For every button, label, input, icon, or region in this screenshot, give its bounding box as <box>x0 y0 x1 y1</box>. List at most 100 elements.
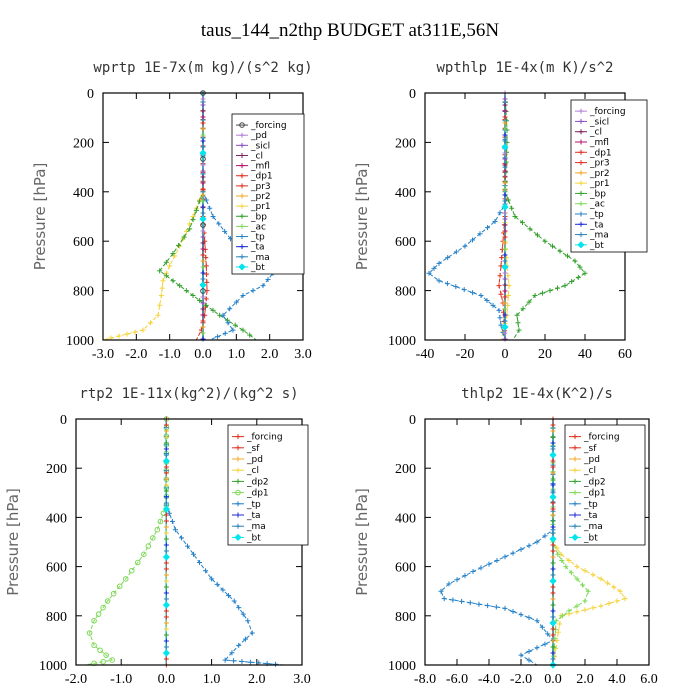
series-marker <box>200 252 206 258</box>
legend-label: _ta <box>246 511 261 521</box>
series-marker <box>163 542 169 548</box>
legend-swatch-marker <box>578 180 584 186</box>
series-marker <box>549 619 557 627</box>
series-marker <box>502 554 508 560</box>
series-marker <box>163 434 169 440</box>
series-marker <box>547 288 553 294</box>
legend-label: _pd <box>246 455 263 465</box>
series-marker <box>141 551 147 558</box>
series-marker <box>240 611 246 617</box>
x-tick-label: -40 <box>416 347 435 362</box>
x-tick-label: 1.0 <box>228 347 246 362</box>
legend-swatch-marker <box>239 213 245 219</box>
series-marker <box>166 510 172 516</box>
series-marker <box>203 568 209 574</box>
series-marker <box>462 573 468 579</box>
series-marker <box>163 452 169 458</box>
y-tick-label: 1000 <box>66 334 94 349</box>
legend-swatch-marker <box>235 512 241 518</box>
series-marker <box>502 216 508 222</box>
series-marker <box>551 653 557 659</box>
series-line <box>428 93 506 341</box>
y-tick-label: 200 <box>395 462 416 477</box>
legend-label: _ma <box>583 522 603 532</box>
series-marker <box>200 276 206 282</box>
series-marker <box>453 249 459 255</box>
legend-label: _pr3 <box>250 182 271 192</box>
series-marker <box>200 168 206 174</box>
series-marker <box>438 588 444 594</box>
series-marker <box>200 270 206 276</box>
series-marker <box>445 255 451 261</box>
series-marker <box>187 226 193 232</box>
series-marker <box>501 263 509 271</box>
series-marker <box>550 464 556 470</box>
series-marker <box>534 645 540 651</box>
series-marker <box>200 300 206 306</box>
series-marker <box>572 258 578 264</box>
legend-swatch-marker <box>239 234 245 240</box>
series-marker <box>157 302 163 308</box>
series-marker <box>91 617 97 624</box>
legend-swatch-marker <box>578 221 584 227</box>
series-marker <box>550 644 556 650</box>
series-marker <box>575 274 581 280</box>
series-marker <box>163 548 169 554</box>
legend-swatch-marker <box>572 490 578 496</box>
y-tick-label: 600 <box>395 235 416 250</box>
series-marker <box>514 312 520 318</box>
series-marker <box>502 210 508 216</box>
series-marker <box>230 327 236 333</box>
series-marker <box>200 180 206 186</box>
x-tick-label: -1.0 <box>110 672 132 687</box>
series-marker <box>550 476 556 482</box>
series-marker <box>532 293 538 299</box>
legend-label: _dp2 <box>246 477 269 487</box>
legend-label: _ta <box>250 243 265 253</box>
series-marker <box>183 288 189 294</box>
series-marker <box>163 578 169 584</box>
series-marker <box>163 500 169 506</box>
series-marker <box>484 297 490 303</box>
series-marker <box>574 576 580 582</box>
series-marker <box>220 587 226 593</box>
y-tick-label: 0 <box>87 87 94 102</box>
series-marker <box>163 608 169 614</box>
legend-label: _dp1 <box>589 148 612 158</box>
series-marker <box>200 330 206 336</box>
series-marker <box>199 149 207 157</box>
series-marker <box>550 470 556 476</box>
series-marker <box>163 512 169 518</box>
series-marker <box>499 255 505 261</box>
legend-label: _ac <box>589 200 605 210</box>
series-marker <box>200 234 206 240</box>
legend-label: _pr1 <box>250 202 271 212</box>
series-marker <box>163 590 169 596</box>
series-marker <box>550 608 556 614</box>
series-marker <box>444 281 450 287</box>
series-marker <box>197 560 203 565</box>
series-marker <box>199 281 207 289</box>
series-marker <box>506 283 512 289</box>
series-marker <box>436 278 442 284</box>
series-marker <box>207 205 213 211</box>
series-marker <box>502 288 508 294</box>
legend-label: _mfl <box>589 138 609 148</box>
series-marker <box>216 221 222 227</box>
series-marker <box>550 638 556 644</box>
series-marker <box>200 246 206 252</box>
series-marker <box>501 323 509 331</box>
legend-label: _cl <box>250 151 263 161</box>
series-marker <box>550 482 556 488</box>
series-marker <box>526 657 532 663</box>
series-marker <box>550 530 556 536</box>
series-marker <box>502 96 508 102</box>
legend-swatch-marker <box>239 203 245 209</box>
x-tick-label: 60 <box>618 347 632 362</box>
series-marker <box>158 293 164 299</box>
series-marker <box>569 279 575 285</box>
series-marker <box>494 557 500 563</box>
series-line <box>84 419 167 666</box>
series-marker <box>214 334 220 340</box>
series-marker <box>477 231 483 237</box>
